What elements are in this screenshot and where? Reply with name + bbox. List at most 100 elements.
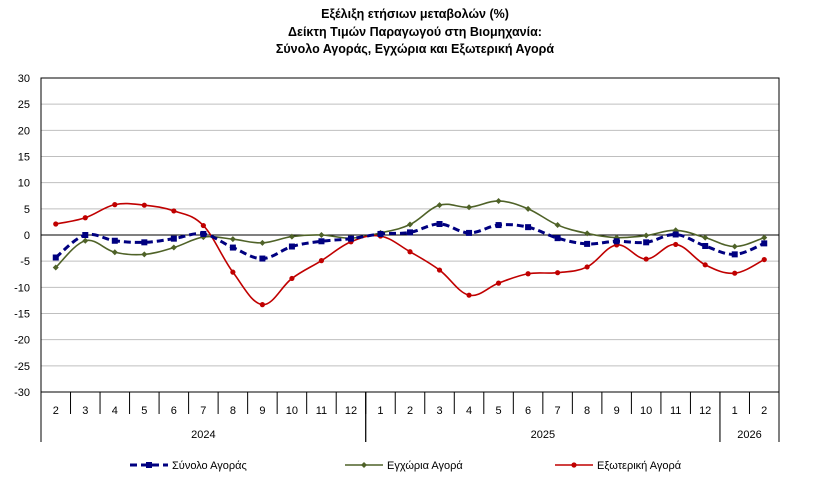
legend-item-total-market: Σύνολο Αγοράς xyxy=(130,460,247,472)
data-point-total-market xyxy=(259,255,266,262)
data-point-domestic-market xyxy=(525,205,532,212)
x-tick-label: 6 xyxy=(171,405,177,417)
data-point-domestic-market xyxy=(643,232,650,239)
chart-title-line-3: Σύνολο Αγοράς, Εγχώρια και Εξωτερική Αγο… xyxy=(275,42,555,56)
year-label: 2026 xyxy=(737,429,761,441)
data-point-domestic-market xyxy=(318,232,325,238)
y-axis: 30 25 20 15 10 5 0 -5 -10 -15 -20 -25 -30 xyxy=(14,73,30,399)
y-tick-label: -25 xyxy=(14,361,30,373)
data-point-external-market xyxy=(171,208,177,214)
x-tick-label: 8 xyxy=(584,405,590,417)
data-point-total-market xyxy=(584,240,591,247)
data-point-external-market xyxy=(436,267,443,273)
data-point-external-market xyxy=(525,271,531,277)
x-tick-label: 4 xyxy=(112,405,118,417)
data-point-total-market xyxy=(466,229,473,236)
y-tick-label: 5 xyxy=(24,204,30,216)
y-tick-label: -5 xyxy=(20,256,30,268)
data-point-domestic-market xyxy=(141,251,148,258)
y-tick-label: 30 xyxy=(18,73,30,85)
data-point-domestic-market xyxy=(584,230,591,237)
data-point-domestic-market xyxy=(436,202,443,209)
legend-label-external-market: Εξωτερική Αγορά xyxy=(597,460,682,472)
x-tick-label: 9 xyxy=(259,405,265,417)
data-point-external-market xyxy=(702,262,708,268)
data-point-domestic-market xyxy=(52,264,59,271)
data-point-external-market xyxy=(141,202,147,208)
x-tick-label: 11 xyxy=(670,405,681,417)
data-point-domestic-market xyxy=(170,244,177,251)
series-external-market xyxy=(53,202,767,308)
x-tick-label: 5 xyxy=(495,405,501,417)
data-point-external-market xyxy=(259,302,265,308)
chart-title-line-2: Δείκτη Τιμών Παραγωγού στη Βιομηχανία: xyxy=(288,24,542,39)
legend-marker-total-market xyxy=(146,462,152,468)
x-tick-label: 6 xyxy=(525,405,531,417)
data-point-total-market xyxy=(52,254,59,261)
x-tick-label: 3 xyxy=(82,405,88,417)
legend-marker-external-market xyxy=(571,462,577,468)
data-point-total-market xyxy=(347,235,354,242)
y-tick-label: 20 xyxy=(18,125,30,137)
series-layer xyxy=(52,197,768,308)
y-tick-label: -15 xyxy=(14,309,30,321)
x-tick-label: 2 xyxy=(407,405,413,417)
data-point-total-market xyxy=(141,239,148,246)
data-point-total-market xyxy=(200,230,207,237)
data-point-domestic-market xyxy=(466,204,473,211)
data-point-total-market xyxy=(318,238,325,245)
data-point-domestic-market xyxy=(229,236,236,243)
x-tick-label: 12 xyxy=(345,405,357,417)
y-tick-label: -20 xyxy=(14,335,30,347)
x-tick-label: 2 xyxy=(761,405,767,417)
data-point-external-market xyxy=(555,270,561,276)
data-point-external-market xyxy=(466,292,472,298)
data-point-domestic-market xyxy=(111,249,118,256)
chart-title-line-1: Εξέλιξη ετήσιων μεταβολών (%) xyxy=(321,7,509,21)
data-point-external-market xyxy=(82,215,88,221)
data-point-total-market xyxy=(82,232,89,238)
legend-item-domestic-market: Εγχώρια Αγορά xyxy=(345,460,463,472)
data-point-external-market xyxy=(112,202,118,208)
data-point-external-market xyxy=(643,256,649,262)
data-point-domestic-market xyxy=(554,222,561,229)
y-tick-label: 10 xyxy=(18,178,30,190)
data-point-total-market xyxy=(672,231,679,238)
data-point-total-market xyxy=(613,238,620,245)
year-label: 2025 xyxy=(531,429,555,441)
legend-label-domestic-market: Εγχώρια Αγορά xyxy=(387,460,463,472)
data-point-total-market xyxy=(111,237,118,244)
x-tick-label: 2 xyxy=(53,405,59,417)
data-point-total-market xyxy=(407,229,413,236)
x-tick-label: 8 xyxy=(230,405,236,417)
data-point-external-market xyxy=(407,249,413,255)
x-tick-label: 5 xyxy=(141,405,147,417)
data-point-domestic-market xyxy=(407,221,413,228)
data-point-total-market xyxy=(377,230,384,237)
legend-marker-domestic-market xyxy=(361,462,367,468)
legend: Σύνολο Αγοράς Εγχώρια Αγορά Εξωτερική Αγορ… xyxy=(130,460,682,472)
data-point-total-market xyxy=(495,222,502,229)
x-tick-label: 10 xyxy=(286,405,298,417)
data-point-total-market xyxy=(229,244,236,251)
year-label: 2024 xyxy=(191,429,215,441)
y-tick-label: 15 xyxy=(18,152,30,164)
data-point-domestic-market xyxy=(761,234,768,241)
legend-item-external-market: Εξωτερική Αγορά xyxy=(555,460,682,472)
y-tick-label: 25 xyxy=(18,99,30,111)
data-point-external-market xyxy=(230,269,236,275)
x-tick-label: 11 xyxy=(316,405,327,417)
data-point-total-market xyxy=(702,242,709,249)
data-point-total-market xyxy=(525,224,532,231)
series-total-market xyxy=(52,221,768,262)
data-point-external-market xyxy=(53,221,59,227)
data-point-domestic-market xyxy=(702,234,709,241)
data-point-domestic-market xyxy=(731,243,738,250)
x-tick-label: 9 xyxy=(614,405,620,417)
data-point-external-market xyxy=(289,275,295,282)
plot-area-border xyxy=(40,77,780,393)
legend-label-total-market: Σύνολο Αγοράς xyxy=(172,460,247,472)
data-point-total-market xyxy=(731,251,738,258)
